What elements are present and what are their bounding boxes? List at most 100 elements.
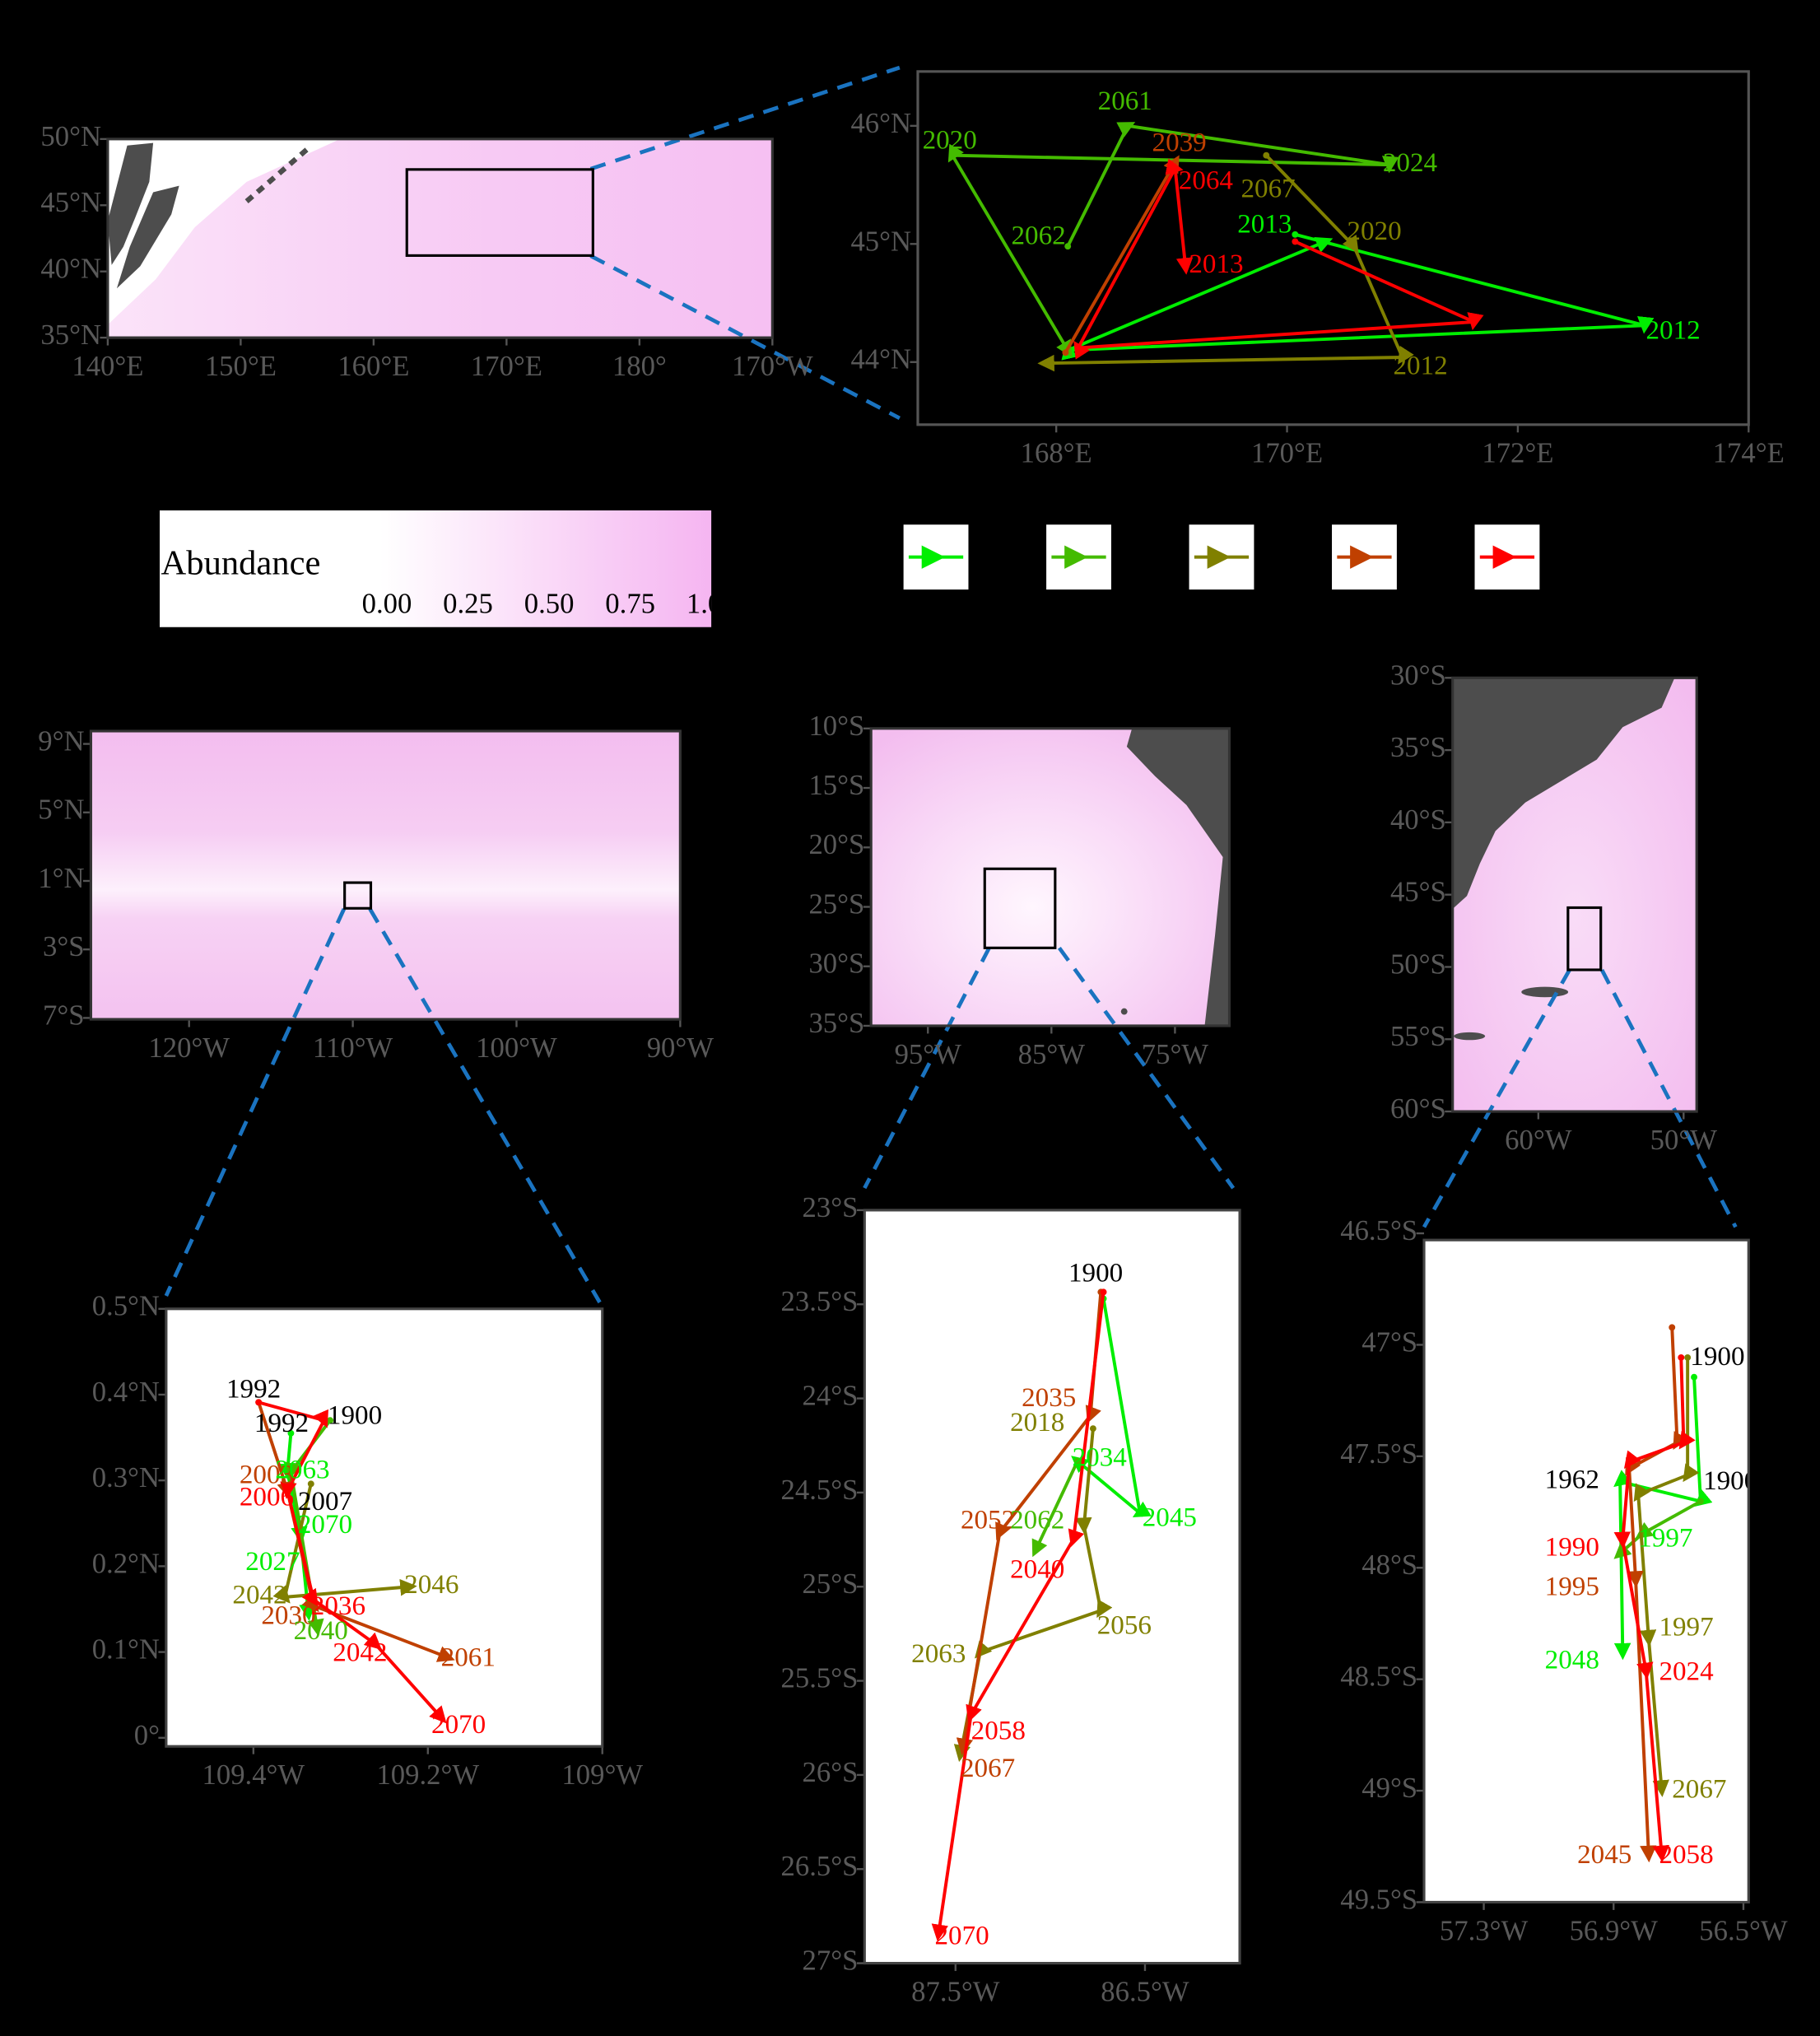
x-tick-label: 180° xyxy=(612,350,667,382)
legend-arrow xyxy=(1350,545,1374,569)
year-label: 1995 xyxy=(1545,1571,1599,1601)
year-label: 2042 xyxy=(333,1637,387,1667)
y-tick-label: 3°S xyxy=(43,930,85,962)
legend-entry xyxy=(903,524,969,590)
y-tick-label: 30°S xyxy=(808,948,864,980)
colorbar: Abundance 0.00 0.25 0.50 0.75 1.00 xyxy=(159,510,737,627)
year-label: 2048 xyxy=(1545,1644,1599,1675)
island xyxy=(1120,1008,1128,1015)
y-tick-label: 48.5°S xyxy=(1340,1661,1417,1693)
zoom-line xyxy=(1057,946,1236,1190)
zoom-line xyxy=(589,254,901,421)
y-tick-label: 23.5°S xyxy=(781,1285,859,1317)
year-label: 2030 xyxy=(261,1600,315,1630)
y-tick-label: 15°S xyxy=(808,769,864,801)
x-tick-label: 57.3°W xyxy=(1440,1914,1529,1946)
x-tick-label: 95°W xyxy=(895,1038,962,1070)
trajectory xyxy=(258,1400,447,1724)
year-label: 2013 xyxy=(1189,249,1243,279)
panel: 60°W 50°W 30°S 35°S 40°S 45°S 50°S 55°S 60°S xyxy=(1390,659,1717,1156)
year-label: 2012 xyxy=(1394,351,1448,381)
x-tick-label: 109.2°W xyxy=(376,1759,479,1791)
year-label: 2042 xyxy=(232,1579,286,1610)
colorbar-tick-label: 1.00 xyxy=(687,588,737,620)
year-label: 1900 xyxy=(1068,1257,1123,1288)
no-data-area xyxy=(107,138,341,325)
year-label: 2058 xyxy=(1659,1839,1713,1870)
x-tick-label: 168°E xyxy=(1021,437,1092,469)
year-label: 2046 xyxy=(404,1569,458,1600)
x-tick-label: 86.5°W xyxy=(1101,1975,1189,2007)
year-label: 2006 xyxy=(240,1482,294,1512)
y-tick-label: 47°S xyxy=(1362,1325,1417,1358)
year-label: 1997 xyxy=(1659,1612,1713,1642)
x-tick-label: 170°W xyxy=(732,350,813,382)
y-tick-label: 46°N xyxy=(850,107,911,139)
y-tick-label: 50°S xyxy=(1390,948,1446,980)
y-tick-label: 0° xyxy=(134,1719,160,1751)
y-tick-label: 5°N xyxy=(38,794,84,826)
year-label: 2012 xyxy=(1646,314,1701,345)
trajectory-start xyxy=(255,1399,263,1406)
year-label: 2020 xyxy=(1347,216,1401,246)
land xyxy=(107,142,154,265)
year-label: 2067 xyxy=(1240,173,1295,203)
trajectory-start xyxy=(1292,231,1299,238)
year-label: 2062 xyxy=(1012,221,1066,251)
year-label: 2070 xyxy=(298,1509,352,1540)
year-label: 2045 xyxy=(1143,1502,1197,1532)
trajectory-start xyxy=(1100,1288,1107,1296)
zoom-box xyxy=(1566,906,1603,971)
ep-abundance-field xyxy=(91,730,681,1020)
colorbar-label: Abundance xyxy=(161,543,321,582)
y-tick-label: 35°S xyxy=(1390,731,1446,763)
y-tick-label: 60°S xyxy=(1390,1093,1446,1125)
year-label: 2007 xyxy=(298,1486,352,1517)
legend-arrow xyxy=(1207,545,1231,569)
zoom-line xyxy=(1422,968,1571,1228)
year-label: 2062 xyxy=(1010,1504,1064,1535)
panel: 95°W 85°W 75°W 10°S 15°S 20°S 25°S 30°S 35°S xyxy=(808,710,1231,1070)
panel: 57.3°W 56.9°W 56.5°W 46.5°S 47°S 47.5°S 48°S 48… xyxy=(1340,1214,1788,1946)
island xyxy=(1521,986,1569,998)
trajectory xyxy=(931,1292,1105,1942)
trajectory xyxy=(1613,1357,1696,1863)
plot-frame xyxy=(863,1209,1241,1965)
zoom-line xyxy=(863,947,991,1190)
x-tick-label: 174°E xyxy=(1713,437,1785,469)
x-tick-label: 60°W xyxy=(1505,1124,1572,1156)
y-tick-label: 24.5°S xyxy=(781,1474,859,1506)
legend-arrow xyxy=(921,545,946,569)
x-tick-label: 140°E xyxy=(72,350,143,382)
year-label: 2070 xyxy=(431,1709,486,1740)
trajectory-start xyxy=(1263,151,1270,159)
year-label: 2070 xyxy=(934,1921,989,1951)
trajectory-start xyxy=(1684,1353,1692,1361)
legend-entry xyxy=(1474,524,1540,590)
land xyxy=(1126,728,1230,1026)
year-label: 1900 xyxy=(1703,1465,1757,1496)
year-label: 1900 xyxy=(328,1400,382,1431)
colorbar-gradient xyxy=(159,510,712,627)
year-label: 2045 xyxy=(1577,1839,1631,1870)
year-label: 2036 xyxy=(311,1591,365,1621)
land xyxy=(116,185,179,289)
year-label: 2024 xyxy=(1659,1656,1714,1686)
y-tick-label: 50°N xyxy=(40,120,101,152)
swa-map-background xyxy=(1452,678,1697,1112)
year-label: 2067 xyxy=(1672,1773,1726,1804)
year-label: 2056 xyxy=(1097,1610,1152,1640)
plot-frame xyxy=(106,137,774,339)
x-tick-label: 90°W xyxy=(647,1032,715,1064)
year-label: 2040 xyxy=(1010,1554,1064,1585)
year-label: 2013 xyxy=(1237,208,1292,239)
x-tick-label: 170°E xyxy=(471,350,542,382)
y-tick-label: 35°S xyxy=(808,1007,864,1039)
y-tick-label: 26.5°S xyxy=(781,1850,859,1882)
y-tick-label: 25°S xyxy=(803,1568,859,1600)
y-tick-label: 0.4°N xyxy=(92,1376,160,1408)
zoom-box xyxy=(983,867,1057,949)
y-tick-label: 46.5°S xyxy=(1340,1214,1417,1246)
